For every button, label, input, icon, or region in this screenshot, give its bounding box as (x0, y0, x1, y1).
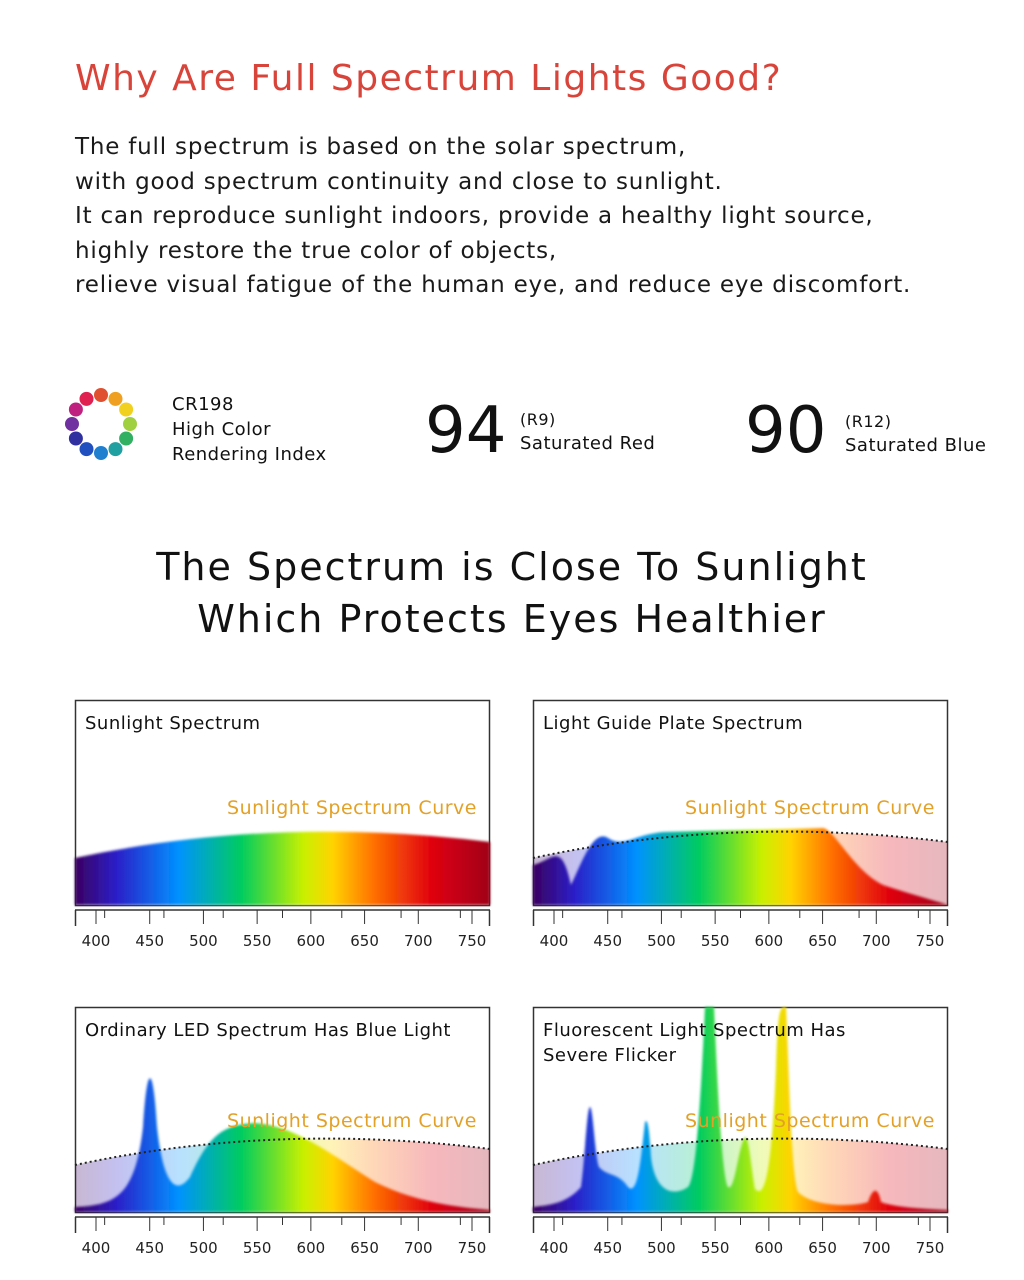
paragraph-line: relieve visual fatigue of the human eye,… (75, 272, 911, 298)
stat-label: Saturated Blue (845, 435, 986, 456)
tick-label: 500 (189, 932, 218, 950)
stat-value: 94 (425, 394, 506, 468)
tick-label: 750 (458, 1239, 487, 1257)
stat-label: Saturated Red (520, 433, 655, 454)
tick-label: 700 (404, 1239, 433, 1257)
stat-code: (R12) (845, 412, 891, 431)
wheel-dot (119, 431, 134, 446)
wheel-dot (68, 431, 83, 446)
spectrum-area (533, 1007, 948, 1212)
tick-label: 650 (808, 932, 837, 950)
spectrum-area (75, 1078, 490, 1212)
wheel-dot (68, 402, 83, 417)
wheel-dot (108, 391, 123, 406)
spectrum-area (75, 831, 490, 905)
tick-label: 600 (297, 1239, 326, 1257)
sunlight-curve (74, 1137, 491, 1166)
tick-label: 550 (701, 932, 730, 950)
stat-label: CR198 (172, 394, 234, 415)
tick-label: 650 (808, 1239, 837, 1257)
spectrum-panel: Fluorescent Light Spectrum Has Severe Fli… (532, 1006, 949, 1257)
tick-label: 400 (540, 1239, 569, 1257)
paragraph-line: It can reproduce sunlight indoors, provi… (75, 203, 874, 229)
spectrum-area (533, 828, 948, 905)
wheel-dot (123, 417, 137, 431)
panel-title: Fluorescent Light Spectrum Has (543, 1020, 846, 1041)
tick-label: 750 (916, 1239, 945, 1257)
spectrum-panel: Ordinary LED Spectrum Has Blue Light Sunl… (74, 1006, 491, 1257)
tick-label: 650 (350, 932, 379, 950)
paragraph-line: with good spectrum continuity and close … (75, 169, 723, 195)
title: Why Are Full Spectrum Lights Good? (75, 58, 782, 99)
stat-label: Rendering Index (172, 444, 327, 465)
stat-label: High Color (172, 419, 271, 440)
color-wheel (65, 388, 137, 460)
tick-label: 550 (701, 1239, 730, 1257)
subtitle: The Spectrum is Close To Sunlight (155, 545, 868, 589)
tick-label: 550 (243, 1239, 272, 1257)
tick-label: 600 (755, 932, 784, 950)
tick-label: 400 (82, 932, 111, 950)
curve-label: Sunlight Spectrum Curve (227, 797, 477, 819)
tick-label: 500 (189, 1239, 218, 1257)
tick-label: 700 (862, 1239, 891, 1257)
panel-title: Severe Flicker (543, 1045, 677, 1066)
tick-label: 450 (593, 932, 622, 950)
wheel-dot (65, 417, 79, 431)
wheel-dot (94, 446, 108, 460)
subtitle: Which Protects Eyes Healthier (197, 597, 827, 641)
curve-label: Sunlight Spectrum Curve (685, 797, 935, 819)
tick-label: 750 (916, 932, 945, 950)
spectrum-panel: Light Guide Plate Spectrum Sunlight Spect… (532, 699, 949, 950)
tick-label: 600 (297, 932, 326, 950)
tick-label: 450 (135, 932, 164, 950)
panels: Sunlight Spectrum Sunlight Spectrum Curve… (74, 699, 949, 1257)
tick-label: 500 (647, 932, 676, 950)
stat-value: 90 (745, 394, 826, 468)
paragraph-line: highly restore the true color of objects… (75, 238, 557, 264)
tick-label: 750 (458, 932, 487, 950)
tick-label: 700 (404, 932, 433, 950)
panel-title: Light Guide Plate Spectrum (543, 713, 803, 734)
panel-title: Sunlight Spectrum (85, 713, 261, 734)
wheel-dot (79, 391, 94, 406)
paragraph-line: The full spectrum is based on the solar … (74, 134, 686, 160)
tick-label: 400 (540, 932, 569, 950)
tick-label: 600 (755, 1239, 784, 1257)
tick-label: 550 (243, 932, 272, 950)
spectrum-panel: Sunlight Spectrum Sunlight Spectrum Curve… (74, 699, 491, 950)
curve-label: Sunlight Spectrum Curve (227, 1110, 477, 1132)
stat-code: (R9) (520, 410, 556, 429)
tick-label: 700 (862, 932, 891, 950)
sunlight-curve (532, 1137, 949, 1166)
wheel-dot (79, 442, 94, 457)
tick-label: 500 (647, 1239, 676, 1257)
wheel-dot (108, 442, 123, 457)
tick-label: 450 (593, 1239, 622, 1257)
tick-label: 450 (135, 1239, 164, 1257)
wheel-dot (119, 402, 134, 417)
curve-label: Sunlight Spectrum Curve (685, 1110, 935, 1132)
wheel-dot (94, 388, 108, 402)
tick-label: 650 (350, 1239, 379, 1257)
tick-label: 400 (82, 1239, 111, 1257)
sunlight-curve (532, 830, 949, 859)
panel-title: Ordinary LED Spectrum Has Blue Light (85, 1020, 451, 1041)
